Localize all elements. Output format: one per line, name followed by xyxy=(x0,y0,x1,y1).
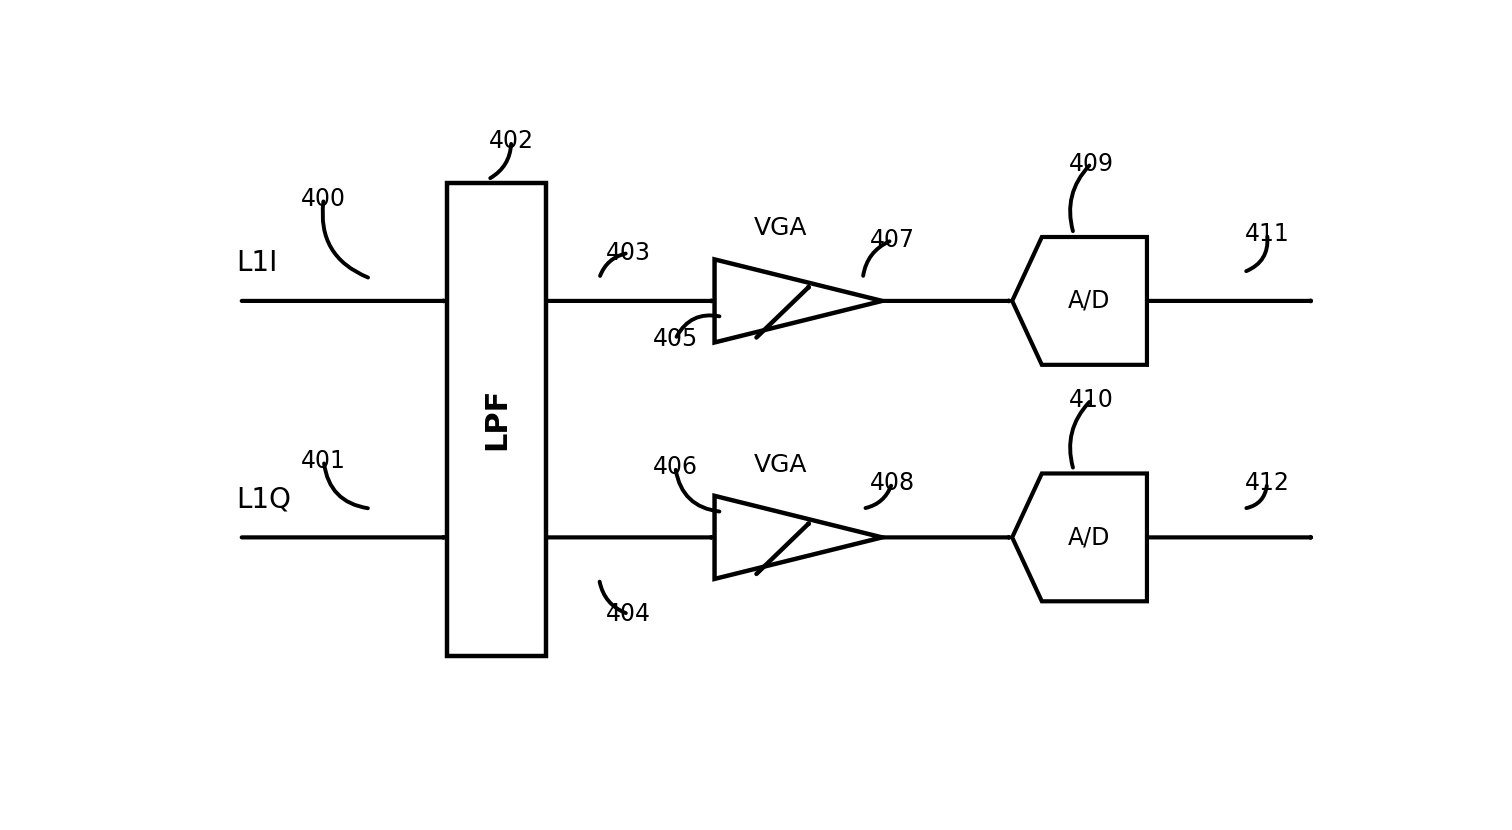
Text: 403: 403 xyxy=(606,241,652,265)
Text: 411: 411 xyxy=(1244,222,1290,246)
Text: 400: 400 xyxy=(301,187,346,211)
Text: VGA: VGA xyxy=(754,216,807,240)
Text: 404: 404 xyxy=(606,602,652,626)
Text: 406: 406 xyxy=(653,455,699,479)
Text: 407: 407 xyxy=(869,228,915,252)
Text: VGA: VGA xyxy=(754,452,807,476)
Text: 408: 408 xyxy=(869,471,915,495)
Text: A/D: A/D xyxy=(1067,525,1110,549)
Text: LPF: LPF xyxy=(482,388,511,451)
Text: L1I: L1I xyxy=(236,248,277,276)
Text: 410: 410 xyxy=(1069,388,1114,412)
Text: A/D: A/D xyxy=(1067,289,1110,313)
Text: 401: 401 xyxy=(301,449,346,473)
Bar xyxy=(448,183,546,656)
Text: L1Q: L1Q xyxy=(236,485,290,513)
Text: 409: 409 xyxy=(1069,152,1114,175)
Text: 412: 412 xyxy=(1244,471,1290,495)
Text: 405: 405 xyxy=(653,327,699,351)
Text: 402: 402 xyxy=(488,129,534,154)
